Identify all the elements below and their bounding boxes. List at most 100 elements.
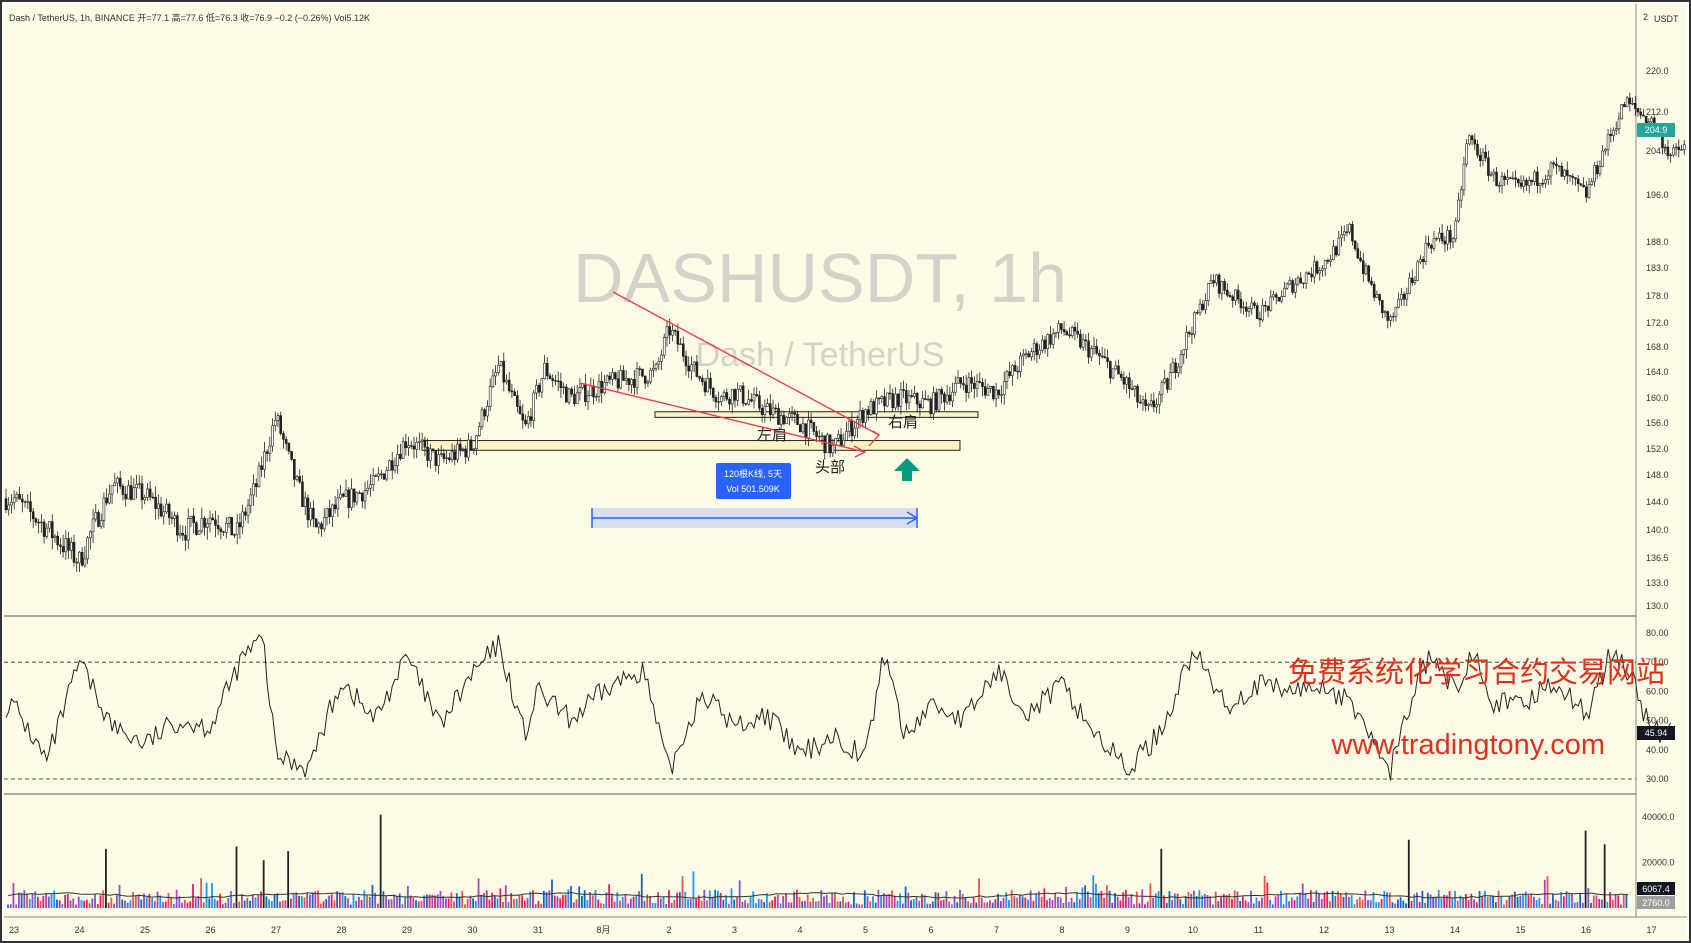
volume-bar <box>1530 893 1533 908</box>
volume-bar <box>1084 885 1087 908</box>
volume-bar <box>178 896 181 908</box>
volume-bar <box>344 895 347 908</box>
volume-bar <box>281 900 284 908</box>
volume-bar <box>918 900 921 908</box>
candle-body <box>1177 366 1180 374</box>
candle-body <box>431 448 435 451</box>
date-tick-label: 8月 <box>596 925 610 935</box>
candle-body <box>1318 270 1322 274</box>
volume-bar <box>1478 890 1481 908</box>
volume-bar <box>964 897 967 908</box>
volume-bar <box>537 900 540 908</box>
candle-body <box>1585 186 1588 198</box>
volume-bar <box>912 899 915 908</box>
candle-body <box>1253 302 1256 306</box>
candle-body <box>695 361 699 377</box>
price-tick-label: 160.0 <box>1646 393 1669 403</box>
candle-body <box>1117 365 1120 375</box>
candle-body <box>1193 312 1196 335</box>
volume-bar <box>393 894 396 908</box>
volume-bar <box>319 903 322 908</box>
volume-bar <box>901 903 904 908</box>
volume-bar <box>1057 897 1059 908</box>
date-range-measure[interactable] <box>591 508 919 528</box>
volume-bar <box>1503 904 1505 908</box>
volume-bar <box>638 891 640 908</box>
candle-body <box>766 403 769 407</box>
volume-pane[interactable] <box>4 795 1636 917</box>
promo-url[interactable]: www.tradingtony.com <box>1331 729 1605 761</box>
measure-tooltip[interactable]: 120根K线, 5天 Vol 501.509K <box>716 463 791 499</box>
date-axis[interactable] <box>4 917 1636 939</box>
candle-body <box>102 497 106 521</box>
volume-bar <box>1293 900 1296 908</box>
volume-bar <box>224 902 227 908</box>
candle-body <box>812 422 816 432</box>
volume-bar <box>744 900 747 908</box>
volume-bar <box>279 901 281 908</box>
candle-body <box>37 521 40 524</box>
volume-bar <box>1538 897 1541 908</box>
candle-body <box>1285 283 1289 289</box>
price-axis[interactable] <box>1636 4 1687 939</box>
volume-bar <box>126 902 129 908</box>
rsi-pane[interactable] <box>4 617 1636 793</box>
candle-body <box>208 517 212 524</box>
price-pane[interactable] <box>4 4 1636 616</box>
volume-bar <box>521 895 523 908</box>
candle-body <box>1060 323 1063 330</box>
candle-body <box>804 423 807 439</box>
volume-bar <box>782 895 785 908</box>
price-tick-label: 136.5 <box>1646 553 1669 563</box>
volume-bar <box>1013 896 1016 908</box>
volume-bar <box>382 891 385 908</box>
candle-body <box>203 517 206 528</box>
volume-bar <box>1484 890 1486 908</box>
volume-bar <box>975 902 978 908</box>
candle-body <box>1313 261 1316 278</box>
candle-body <box>1522 179 1526 187</box>
volume-bar <box>697 895 700 908</box>
candle-body <box>1552 162 1555 165</box>
candle-body <box>127 485 130 500</box>
volume-bar <box>1451 898 1454 908</box>
volume-bar <box>727 903 730 908</box>
volume-bar <box>542 890 545 908</box>
volume-bar <box>825 894 828 908</box>
volume-bar <box>341 892 344 908</box>
candle-body <box>486 406 489 417</box>
candle-body <box>782 415 786 425</box>
volume-bar <box>765 893 768 908</box>
candle-body <box>1508 177 1512 179</box>
candle-body <box>1609 134 1613 136</box>
volume-value-badges: 6067.4 2760.0 <box>1637 882 1675 909</box>
volume-bar <box>1127 897 1130 908</box>
candle-body <box>545 362 549 377</box>
candle-body <box>344 489 348 497</box>
volume-bar <box>1421 890 1424 908</box>
candle-body <box>926 398 930 401</box>
volume-bar <box>610 893 613 908</box>
candle-body <box>641 368 644 377</box>
candle-body <box>374 475 378 477</box>
volume-bar <box>1078 899 1081 908</box>
candle-body <box>1157 393 1161 406</box>
volume-bar <box>923 894 926 908</box>
volume-bar <box>1620 904 1622 908</box>
candle-body <box>1517 179 1520 184</box>
candle-body <box>1032 343 1036 352</box>
volume-bar <box>1435 896 1437 908</box>
support-zones[interactable] <box>421 411 979 451</box>
volume-bar <box>804 900 806 908</box>
trend-drawings[interactable] <box>579 291 880 458</box>
candle-body <box>730 389 734 405</box>
candle-body <box>129 485 133 500</box>
candle-body <box>1296 277 1300 285</box>
volume-bar <box>556 896 559 908</box>
volume-bar <box>1241 896 1244 908</box>
rsi-indicator <box>4 634 1672 781</box>
candle-body <box>1250 302 1254 309</box>
volume-bar <box>665 903 668 908</box>
volume-bar <box>673 899 676 908</box>
